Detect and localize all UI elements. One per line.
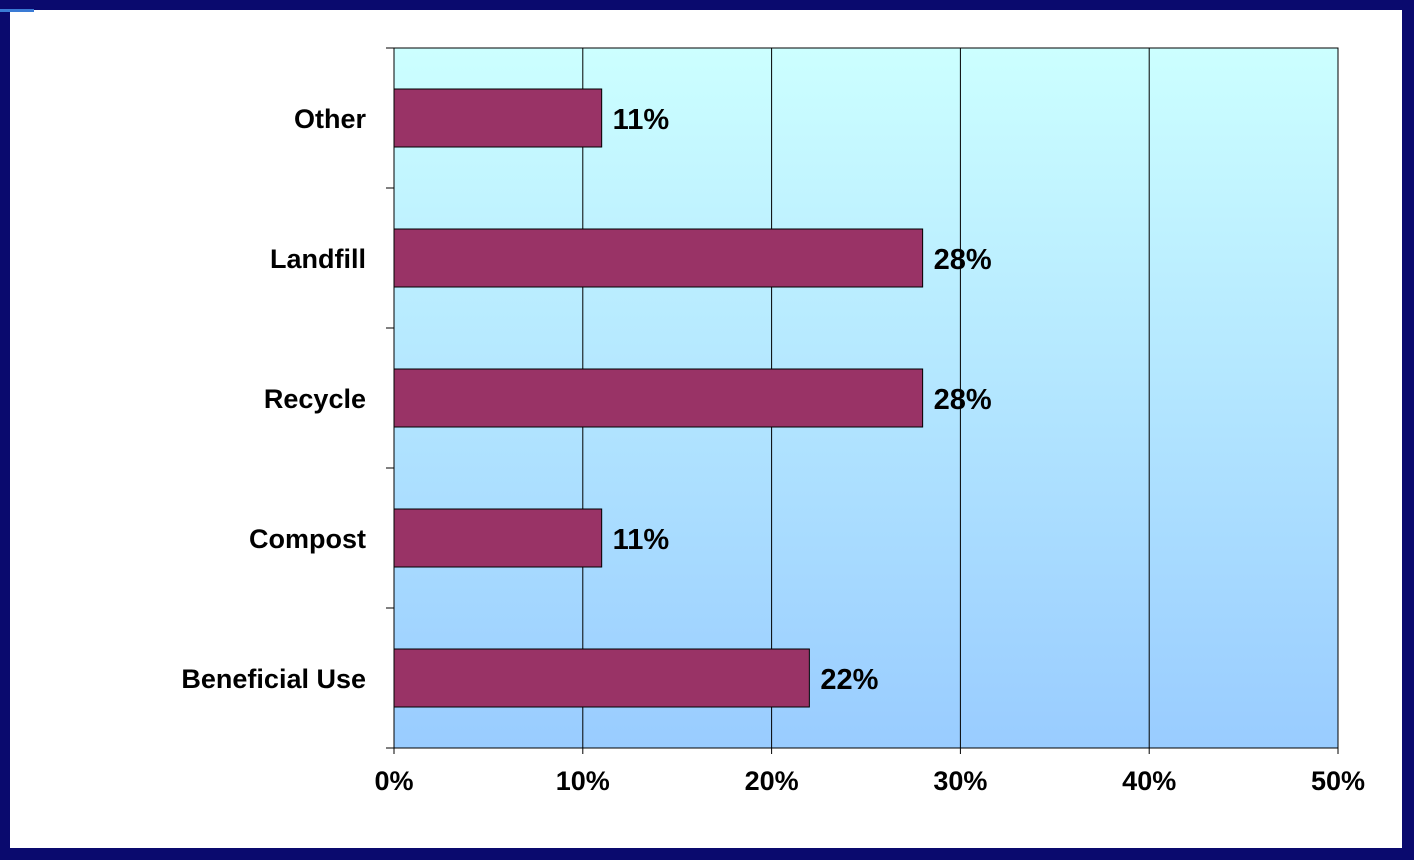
bar (393, 508, 603, 568)
x-tick-label: 10% (556, 766, 610, 796)
x-tick-label: 0% (374, 766, 413, 796)
accent-line (0, 9, 34, 12)
category-label: Compost (249, 524, 366, 554)
x-tick-label: 20% (745, 766, 799, 796)
x-tick-label: 40% (1122, 766, 1176, 796)
data-label: 28% (934, 244, 992, 276)
bars (393, 88, 924, 708)
x-tick-label: 50% (1311, 766, 1365, 796)
x-tick-label: 30% (933, 766, 987, 796)
category-label: Recycle (264, 384, 366, 414)
bar (393, 368, 924, 428)
data-label: 22% (820, 664, 878, 696)
data-label: 11% (613, 524, 670, 556)
category-label: Other (294, 104, 367, 134)
category-label: Beneficial Use (181, 664, 366, 694)
bar (393, 648, 810, 708)
labels: 0% 10% 20% 30% 40% 50% Beneficial Use 22% Compos… (181, 104, 1365, 796)
data-label: 11% (613, 104, 670, 136)
data-label: 28% (934, 384, 992, 416)
bar (393, 228, 924, 288)
axes (386, 47, 1339, 754)
category-label: Landfill (270, 244, 366, 274)
bar (393, 88, 603, 148)
